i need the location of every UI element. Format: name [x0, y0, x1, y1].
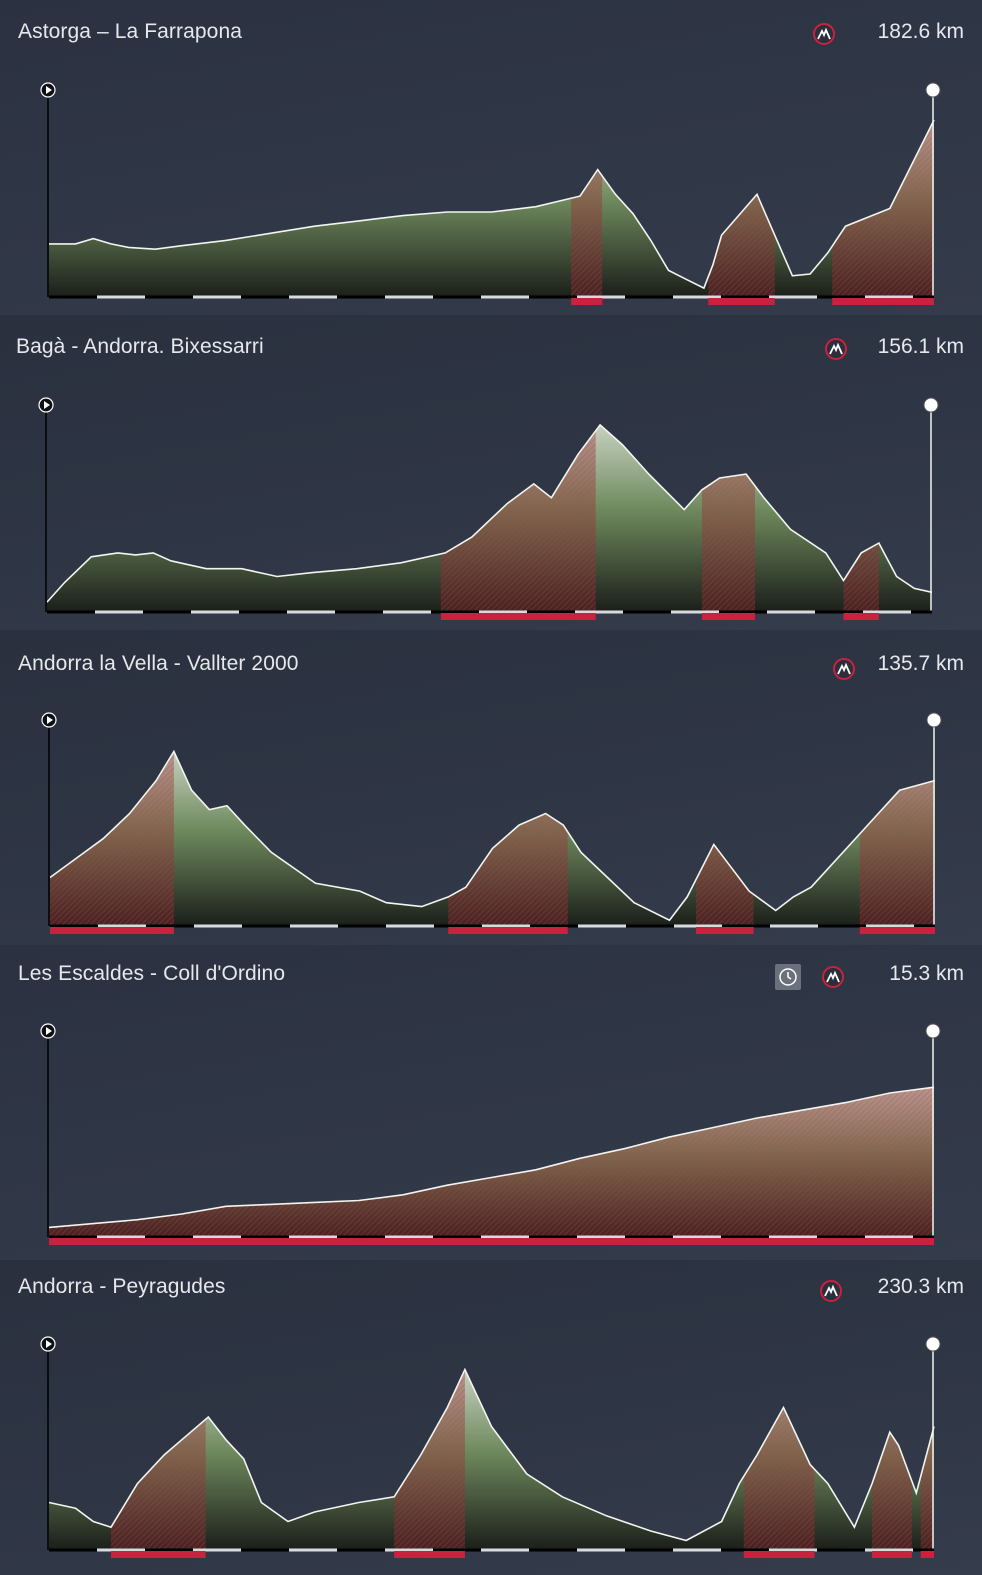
- profile-line: [48, 1367, 935, 1542]
- stage-card-5[interactable]: Andorra - Peyragudes 230.3 km: [0, 1260, 982, 1575]
- start-flag-icon: [41, 712, 57, 728]
- start-flag-icon: [40, 1336, 56, 1352]
- climb-bar: [50, 927, 174, 934]
- elevation-profile: [40, 1336, 941, 1558]
- stage-distance: 135.7 km: [877, 652, 964, 675]
- stage-distance: 15.3 km: [889, 962, 964, 985]
- stage-title: Les Escaldes - Coll d'Ordino: [18, 962, 286, 985]
- climb-bar: [743, 1551, 815, 1558]
- stage-distance: 182.6 km: [877, 20, 964, 43]
- finish-flag-icon: [925, 82, 941, 98]
- finish-flag-icon: [925, 1336, 941, 1352]
- profile-line: [49, 749, 936, 922]
- climb-segment-shade: [708, 120, 775, 297]
- climb-bar: [696, 927, 754, 934]
- climb-bar: [49, 1238, 934, 1245]
- climb-segment-shade: [696, 751, 754, 926]
- climb-bar: [708, 298, 775, 305]
- climb-bar: [110, 1551, 206, 1558]
- profile-line: [49, 119, 935, 290]
- climb-bar: [872, 1551, 912, 1558]
- finish-flag-icon: [925, 1023, 941, 1039]
- climb-segment-shade: [571, 120, 603, 297]
- climb-segment-shade: [743, 1369, 815, 1550]
- climb-segment-shade: [701, 424, 755, 612]
- start-flag-icon: [40, 82, 56, 98]
- stage-distance: 230.3 km: [877, 1275, 964, 1298]
- climb-segment-shade: [843, 424, 879, 612]
- elevation-profile: [40, 82, 941, 305]
- mountain-finish-icon: [813, 23, 835, 45]
- profile-line: [46, 423, 933, 603]
- climb-segment-shade: [50, 751, 174, 926]
- start-flag-icon: [40, 1023, 56, 1039]
- elevation-profile: [38, 397, 939, 620]
- profile-area: [49, 1369, 934, 1550]
- start-flag-icon: [38, 397, 54, 413]
- climb-bar: [440, 613, 596, 620]
- climb-bar: [701, 613, 755, 620]
- stage-title: Andorra - Peyragudes: [18, 1275, 226, 1298]
- climb-bar: [394, 1551, 465, 1558]
- mountain-finish-icon: [820, 1280, 842, 1302]
- profile-line: [48, 1086, 935, 1229]
- stage-card-3[interactable]: Andorra la Vella - Vallter 2000 135.7 km: [0, 630, 982, 945]
- climb-segment-shade: [859, 751, 935, 926]
- mountain-finish-icon: [822, 966, 844, 988]
- finish-flag-icon: [923, 397, 939, 413]
- elevation-profile: [41, 712, 942, 934]
- stage-card-2[interactable]: Bagà - Andorra. Bixessarri 156.1 km: [0, 315, 982, 630]
- climb-segment-shade: [440, 424, 596, 612]
- climb-bar: [920, 1551, 934, 1558]
- climb-bar: [843, 613, 879, 620]
- profile-area: [49, 120, 934, 297]
- mountain-finish-icon: [825, 338, 847, 360]
- climb-segment-shade: [832, 120, 934, 297]
- climb-segment-shade: [448, 751, 568, 926]
- climb-bar: [571, 298, 603, 305]
- climb-segment-shade: [394, 1369, 465, 1550]
- stage-card-1[interactable]: Astorga – La Farrapona 182.6 km: [0, 0, 982, 315]
- elevation-profile: [40, 1023, 941, 1245]
- stage-distance: 156.1 km: [877, 335, 964, 358]
- stage-title: Astorga – La Farrapona: [18, 20, 243, 43]
- climb-segment-shade: [49, 1087, 934, 1237]
- stage-card-4[interactable]: Les Escaldes - Coll d'Ordino 15.3 km: [0, 945, 982, 1260]
- climb-segment-shade: [110, 1369, 206, 1550]
- climb-bar: [832, 298, 934, 305]
- finish-flag-icon: [926, 712, 942, 728]
- mountain-finish-icon: [833, 658, 855, 680]
- climb-bar: [448, 927, 568, 934]
- stage-title: Andorra la Vella - Vallter 2000: [18, 652, 299, 675]
- climb-bar: [859, 927, 935, 934]
- clock-icon: [775, 964, 801, 990]
- stage-title: Bagà - Andorra. Bixessarri: [16, 335, 264, 358]
